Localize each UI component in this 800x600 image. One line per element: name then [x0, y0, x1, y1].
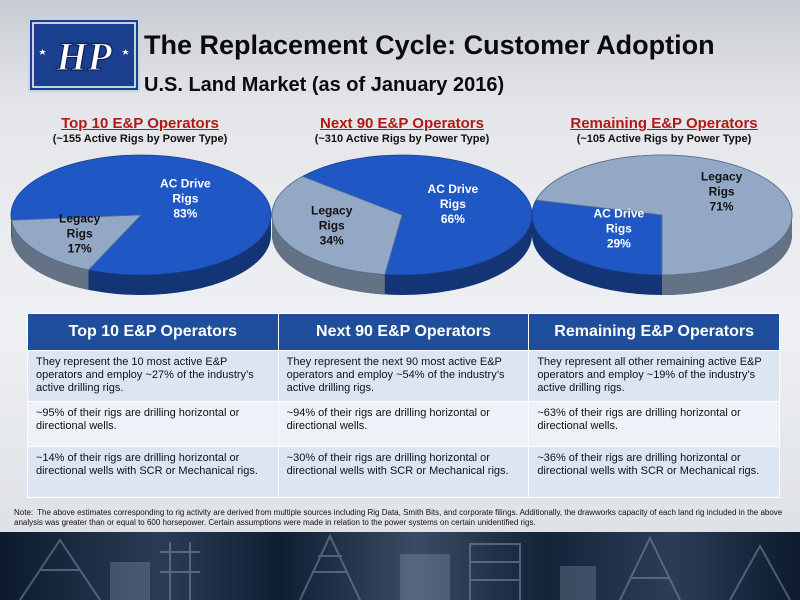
pie-slice-label: Legacy — [59, 211, 101, 225]
chart-heading-remaining: Remaining E&P Operators (~105 Active Rig… — [534, 115, 794, 145]
footnote-label: Note: — [14, 508, 34, 517]
pie-slice-label: AC Drive — [428, 182, 479, 196]
table-cell: ~30% of their rigs are drilling horizont… — [277, 446, 530, 498]
table-cell: ~14% of their rigs are drilling horizont… — [27, 446, 279, 498]
table-row: ~95% of their rigs are drilling horizont… — [27, 401, 780, 447]
pie-slice-label: Rigs — [440, 197, 466, 211]
table-header-row: Top 10 E&P Operators Next 90 E&P Operato… — [27, 313, 780, 351]
chart-subtitle: (~310 Active Rigs by Power Type) — [314, 133, 490, 145]
chart-title: Top 10 E&P Operators — [61, 115, 219, 132]
table-cell: ~36% of their rigs are drilling horizont… — [528, 446, 780, 498]
table-cell: They represent the next 90 most active E… — [277, 350, 530, 402]
pie-pct-label: 71% — [710, 200, 734, 214]
page-subtitle: U.S. Land Market (as of January 2016) — [144, 74, 505, 96]
pie-pct-label: 66% — [441, 212, 465, 226]
table-cell: ~94% of their rigs are drilling horizont… — [277, 401, 530, 447]
logo-text: HP — [55, 34, 112, 79]
chart-title: Remaining E&P Operators — [570, 115, 758, 132]
chart-heading-top10: Top 10 E&P Operators (~155 Active Rigs b… — [10, 115, 270, 145]
pie-pct-label: 17% — [68, 241, 92, 255]
pie-side-legacy — [11, 220, 89, 290]
pie-side-legacy — [272, 215, 385, 295]
footnote-text: The above estimates corresponding to rig… — [14, 508, 783, 527]
pie-pct-label: 83% — [173, 206, 197, 220]
chart-heading-next90: Next 90 E&P Operators (~310 Active Rigs … — [272, 115, 532, 145]
chart-title: Next 90 E&P Operators — [320, 115, 484, 132]
chart-subtitle: (~105 Active Rigs by Power Type) — [576, 133, 752, 145]
pie-side-legacy — [662, 215, 792, 295]
table-header-cell: Top 10 E&P Operators — [27, 313, 279, 351]
footer-photo-strip — [0, 532, 800, 600]
pie-slice-legacy — [11, 214, 142, 271]
table-cell: They represent all other remaining activ… — [528, 350, 780, 402]
pie-slice-label: Rigs — [319, 219, 345, 233]
pie-slice-label: Rigs — [172, 191, 198, 205]
table-row: They represent the 10 most active E&P op… — [27, 350, 780, 402]
pie-slice-label: Rigs — [709, 185, 735, 199]
table-header-cell: Remaining E&P Operators — [528, 313, 780, 351]
table-cell: ~63% of their rigs are drilling horizont… — [528, 401, 780, 447]
pie-pct-label: 34% — [320, 234, 344, 248]
chart-subtitle: (~155 Active Rigs by Power Type) — [52, 133, 228, 145]
pie-slice-label: Legacy — [701, 170, 743, 184]
pie-slice-label: AC Drive — [160, 176, 211, 190]
table-header-cell: Next 90 E&P Operators — [277, 313, 530, 351]
pie-slice-label: Rigs — [67, 226, 93, 240]
pie-slice-legacy — [535, 154, 793, 276]
page-title: The Replacement Cycle: Customer Adoption — [144, 30, 715, 60]
table-row: ~14% of their rigs are drilling horizont… — [27, 446, 780, 498]
pie-slice-label: Rigs — [606, 221, 632, 235]
pie-pct-label: 29% — [607, 236, 631, 250]
pie-slice-legacy — [271, 175, 403, 275]
table-cell: ~95% of their rigs are drilling horizont… — [27, 401, 279, 447]
operators-table: Top 10 E&P Operators Next 90 E&P Operato… — [27, 313, 780, 498]
pie-slice-label: Legacy — [311, 204, 353, 218]
table-cell: They represent the 10 most active E&P op… — [27, 350, 279, 402]
footnote: Note: The above estimates corresponding t… — [14, 508, 789, 528]
hp-logo: HP — [28, 18, 140, 92]
pie-slice-label: AC Drive — [594, 206, 645, 220]
